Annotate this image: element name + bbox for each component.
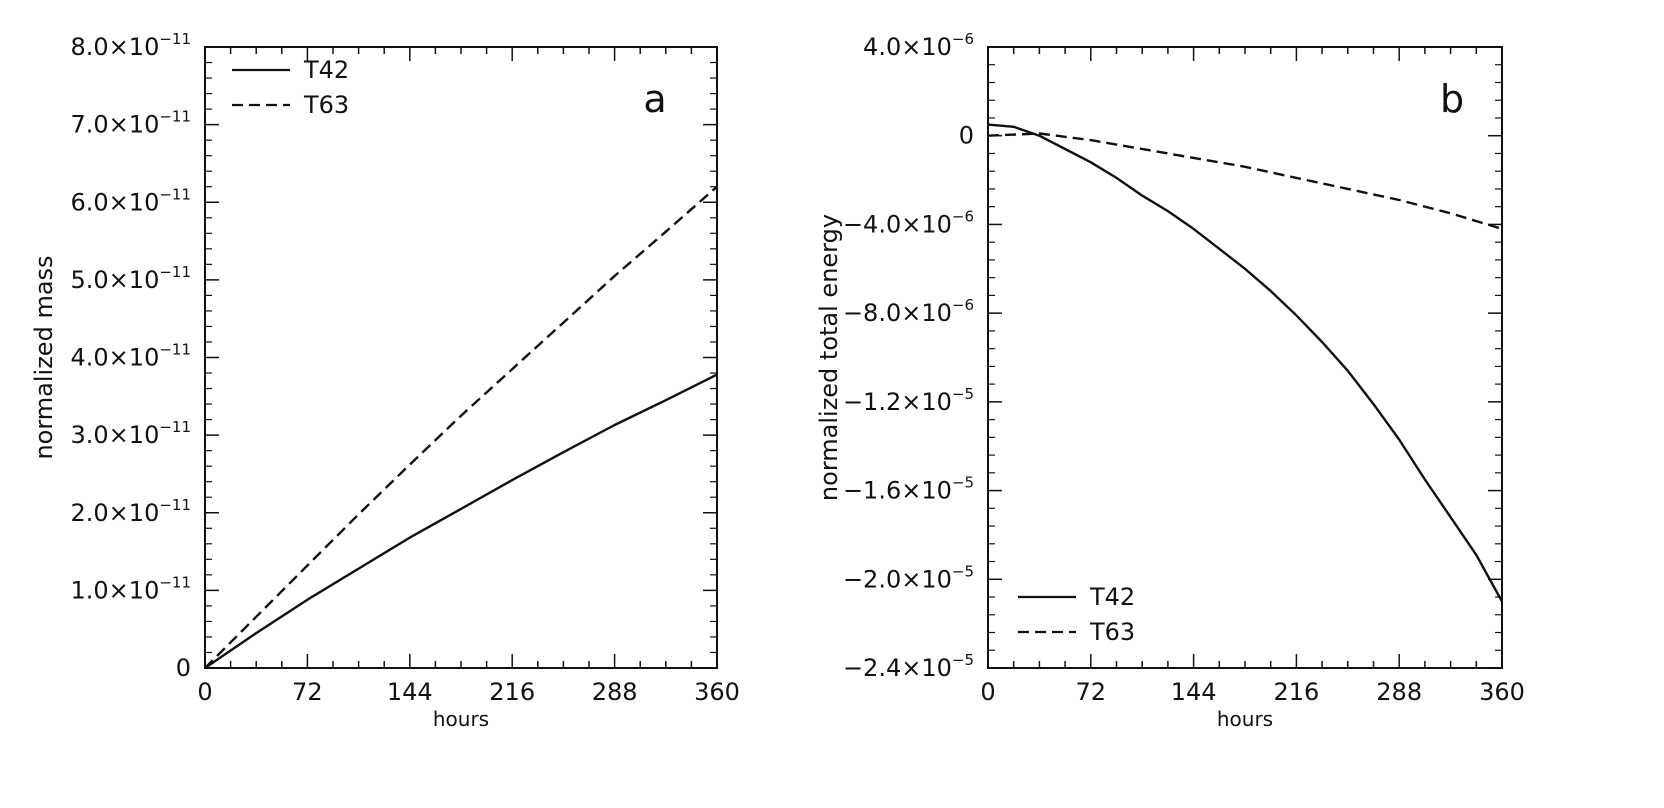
x-axis-label: hours — [1217, 707, 1273, 731]
series-line-t42 — [987, 123, 1504, 603]
series-line-t42 — [204, 373, 718, 669]
y-tick-label: −8.0×10−6 — [843, 296, 974, 327]
legend-label-t63: T63 — [303, 91, 349, 119]
x-tick-label: 216 — [1273, 678, 1319, 706]
y-tick-label: 4.0×10−11 — [71, 341, 191, 372]
x-tick-label: 0 — [980, 678, 995, 706]
y-tick-label: 3.0×10−11 — [71, 418, 191, 449]
plot-frame — [987, 46, 1503, 669]
y-tick-label: −4.0×10−6 — [843, 207, 974, 238]
x-tick-label: 144 — [1171, 678, 1217, 706]
x-axis-label: hours — [433, 707, 489, 731]
y-axis-label: normalized mass — [30, 255, 58, 459]
y-tick-label: 6.0×10−11 — [71, 185, 191, 216]
y-tick-label: 0 — [176, 654, 191, 682]
y-tick-label: 8.0×10−11 — [71, 30, 191, 61]
y-tick-label: 7.0×10−11 — [71, 108, 191, 139]
x-tick-label: 216 — [489, 678, 535, 706]
x-tick-label: 288 — [1376, 678, 1422, 706]
y-tick-label: −1.6×10−5 — [843, 474, 974, 505]
panel-letter: a — [643, 77, 666, 121]
series-line-t63 — [987, 132, 1503, 231]
y-tick-label: 1.0×10−11 — [71, 573, 191, 604]
y-tick-label: 5.0×10−11 — [71, 263, 191, 294]
legend-label-t42: T42 — [1089, 583, 1135, 611]
legend-label-t42: T42 — [303, 56, 349, 84]
y-axis-label: normalized total energy — [815, 214, 843, 501]
x-tick-label: 360 — [694, 678, 740, 706]
y-tick-label: 0 — [959, 122, 974, 150]
y-tick-label: −2.4×10−5 — [843, 651, 974, 682]
legend-label-t63: T63 — [1089, 618, 1135, 646]
x-tick-label: 360 — [1479, 678, 1525, 706]
y-tick-label: −1.2×10−5 — [843, 385, 974, 416]
y-tick-label: 2.0×10−11 — [71, 496, 191, 527]
x-tick-label: 72 — [1076, 678, 1107, 706]
chart-panel-b: 0 72 144 216 288 360 4.0×10−6 0 −4.0×10−6 −8.0×10… — [815, 30, 1525, 731]
chart-panel-a: 0 72 144 216 288 360 0 1.0×10−11 2.0×10−11 3.0×10… — [30, 30, 740, 731]
x-tick-label: 72 — [292, 678, 323, 706]
plot-frame — [204, 46, 718, 669]
x-tick-label: 144 — [387, 678, 433, 706]
panel-letter: b — [1440, 77, 1464, 121]
y-tick-label: 4.0×10−6 — [863, 30, 974, 61]
series-line-t63 — [204, 185, 718, 669]
x-tick-label: 288 — [592, 678, 638, 706]
x-tick-label: 0 — [197, 678, 212, 706]
y-tick-label: −2.0×10−5 — [843, 562, 974, 593]
